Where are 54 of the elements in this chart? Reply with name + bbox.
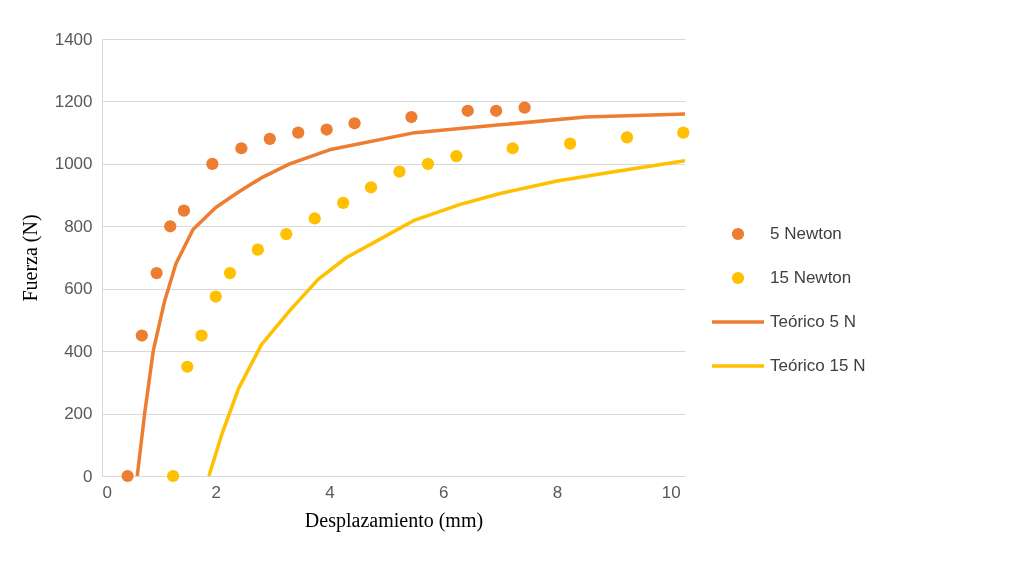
point (135, 329, 148, 342)
legend-label: 15 Newton (770, 268, 852, 287)
point (450, 149, 463, 163)
point (337, 196, 350, 209)
x-tick-label: 0 (102, 482, 112, 502)
point (166, 469, 180, 483)
point (677, 126, 690, 139)
point (563, 137, 577, 150)
point (506, 142, 519, 155)
x-tick-label: 2 (211, 482, 221, 502)
point (164, 220, 177, 233)
y-tick-label: 400 (64, 341, 93, 361)
point (181, 360, 194, 373)
point (518, 101, 531, 114)
point (121, 469, 134, 483)
point (348, 117, 361, 130)
legend-label: Teórico 15 N (770, 356, 866, 375)
line-series (135, 112, 685, 476)
y-tick-label: 1000 (54, 154, 93, 174)
point (177, 204, 191, 217)
y-tick-label: 1200 (54, 91, 93, 111)
point (263, 132, 276, 145)
point (223, 267, 237, 280)
y-tick-label: 1400 (54, 29, 93, 49)
point (235, 142, 248, 155)
x-tick-label: 10 (661, 482, 681, 502)
point (490, 104, 503, 117)
point (195, 329, 208, 342)
point (405, 110, 418, 124)
y-tick-label: 0 (83, 466, 93, 486)
x-tick-label: 4 (325, 482, 335, 502)
point (461, 104, 474, 117)
point (292, 126, 305, 139)
point (320, 123, 333, 136)
point (620, 131, 634, 144)
point (206, 157, 219, 170)
x-tick-label: 6 (439, 482, 449, 502)
y-tick-label: 800 (64, 216, 93, 236)
point (393, 165, 406, 178)
x-axis-title: Desplazamiento (mm) (304, 508, 484, 532)
y-tick-label: 600 (64, 279, 93, 299)
line-series (207, 158, 685, 476)
point (364, 181, 378, 194)
legend-label: 5 Newton (770, 224, 842, 243)
point (421, 157, 435, 170)
x-tick-label: 8 (552, 482, 563, 502)
y-tick-label: 200 (64, 404, 93, 424)
point (251, 243, 264, 256)
point (150, 267, 163, 280)
point (308, 212, 321, 225)
y-axis-title: Fuerza (N) (18, 214, 42, 302)
point (280, 227, 293, 241)
point (209, 290, 222, 303)
legend-label: Teórico 5 N (770, 312, 856, 331)
